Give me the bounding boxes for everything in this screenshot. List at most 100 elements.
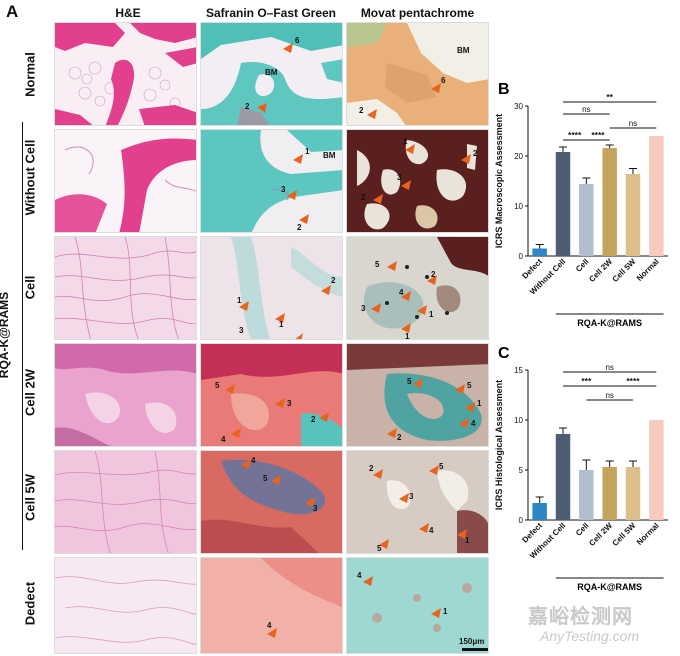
annotation-label: 5 bbox=[377, 544, 382, 553]
chart-c: C ICRS Histological Assessment 0 5 10 15 Defec… bbox=[492, 340, 678, 602]
y-tick-label: 0 bbox=[519, 252, 524, 261]
annotation-label: 4 bbox=[357, 571, 362, 580]
group-label-a: RQA-K@RAMS bbox=[0, 291, 11, 379]
annotation-label: 4 bbox=[399, 288, 404, 297]
annotation-label: 3 bbox=[313, 504, 318, 513]
y-tick-label: 30 bbox=[514, 102, 523, 111]
annotation-label: 1 bbox=[405, 332, 410, 340]
annotation-label: 6 bbox=[441, 76, 446, 85]
micrograph-without-cell-he bbox=[54, 129, 197, 233]
annotation-label: 4 bbox=[221, 435, 226, 444]
row-label-cell-5w: Cell 5W bbox=[22, 474, 38, 521]
bar-normal bbox=[649, 136, 664, 256]
annotation-label: 1 bbox=[443, 607, 448, 616]
row-label-normal: Normal bbox=[22, 52, 38, 97]
annotation-label: 1 bbox=[429, 310, 434, 319]
annotation-label: 1 bbox=[477, 399, 482, 408]
x-tick-label: Cell bbox=[574, 521, 591, 538]
annotation-label: 4 bbox=[251, 456, 256, 465]
y-tick-label: 10 bbox=[514, 416, 523, 425]
micrograph-cell5w-movat: 2 3 5 4 1 5 bbox=[346, 450, 489, 554]
annotation-label: 1 bbox=[237, 296, 242, 305]
micrograph-cell5w-safranin: 4 5 3 bbox=[200, 450, 343, 554]
annotation-label: 3 bbox=[361, 304, 366, 313]
x-tick-label: Normal bbox=[635, 257, 661, 283]
bar-normal bbox=[649, 420, 664, 520]
annotation-label: 3 bbox=[287, 399, 292, 408]
group-bracket bbox=[22, 122, 23, 550]
significance-label: ns bbox=[605, 391, 613, 400]
y-tick-label: 0 bbox=[519, 516, 524, 525]
annotation-label: 1 bbox=[465, 536, 470, 545]
group-label: RQA-K@RAMS bbox=[577, 582, 642, 592]
bar-cell-5w bbox=[625, 174, 641, 256]
annotation-label: 3 bbox=[281, 185, 286, 194]
annotation-label: 4 bbox=[429, 526, 434, 535]
micrograph-cell5w-he bbox=[54, 450, 197, 554]
y-axis-title: ICRS Macroscopic Assessment bbox=[494, 114, 504, 248]
annotation-label: 2 bbox=[431, 270, 436, 279]
annotation-label: 1 bbox=[279, 320, 284, 329]
row-label-without-cell: Without Cell bbox=[22, 139, 38, 216]
annotation-label: 5 bbox=[407, 377, 412, 386]
annotation-label: 5 bbox=[375, 260, 380, 269]
annotation-label: 5 bbox=[467, 381, 472, 390]
scale-bar-label: 150μm bbox=[459, 637, 485, 646]
panel-letter-b: B bbox=[498, 81, 510, 98]
x-tick-label: Cell 2W bbox=[587, 521, 614, 548]
micrograph-normal-he bbox=[54, 22, 197, 126]
annotation-label: 2 bbox=[297, 223, 302, 232]
micrograph-without-cell-safranin: 1 BM 3 2 bbox=[200, 129, 343, 233]
annotation-label: BM bbox=[323, 151, 336, 160]
annotation-label: 3 bbox=[397, 173, 402, 182]
bar-cell-2w bbox=[602, 148, 617, 256]
group-label: RQA-K@RAMS bbox=[577, 318, 642, 328]
bar-defect bbox=[532, 248, 547, 256]
annotation-label: 2 bbox=[397, 433, 402, 442]
bar-without-cell bbox=[555, 434, 571, 520]
y-tick-label: 15 bbox=[514, 366, 523, 375]
significance-label: **** bbox=[568, 130, 582, 140]
row-label-dedect: Dedect bbox=[22, 581, 38, 626]
panel-a-letter: A bbox=[6, 2, 19, 21]
y-tick-label: 10 bbox=[514, 202, 523, 211]
bar-defect bbox=[532, 503, 547, 520]
bar-cell bbox=[579, 184, 594, 256]
annotation-label: 5 bbox=[215, 381, 220, 390]
micrograph-cell2w-safranin: 5 3 2 4 bbox=[200, 343, 343, 447]
annotation-label: 1 bbox=[403, 137, 408, 146]
annotation-label: 3 bbox=[239, 326, 244, 335]
micrograph-cell-safranin: 2 1 3 1 bbox=[200, 236, 343, 340]
annotation-label: 2 bbox=[359, 106, 364, 115]
significance-label: **** bbox=[591, 130, 605, 140]
y-tick-label: 20 bbox=[514, 152, 523, 161]
bar-cell-5w bbox=[625, 467, 641, 520]
significance-label: **** bbox=[626, 376, 640, 386]
micrograph-grid: 6 BM 2 BM 6 2 bbox=[54, 22, 490, 654]
bar-cell bbox=[579, 470, 594, 520]
annotation-label: 5 bbox=[263, 474, 268, 483]
micrograph-dedect-safranin: 4 bbox=[200, 557, 343, 654]
row-label-cell: Cell bbox=[22, 275, 38, 300]
panel-letter-c: C bbox=[498, 345, 510, 362]
watermark-line2: AnyTesting.com bbox=[540, 628, 640, 644]
annotation-label: 4 bbox=[267, 621, 272, 630]
y-tick-label: 5 bbox=[519, 466, 524, 475]
significance-label: ns bbox=[582, 105, 590, 114]
x-tick-label: Normal bbox=[635, 521, 661, 547]
significance-label: ** bbox=[606, 92, 613, 102]
bar-cell-2w bbox=[602, 467, 617, 520]
annotation-label: 2 bbox=[245, 102, 250, 111]
annotation-label: 2 bbox=[311, 415, 316, 424]
x-tick-label: Cell 2W bbox=[587, 257, 614, 284]
significance-label: ns bbox=[605, 363, 613, 372]
annotation-label: 2 bbox=[331, 276, 336, 285]
micrograph-dedect-he bbox=[54, 557, 197, 654]
significance-label: ns bbox=[629, 119, 637, 128]
x-tick-label: Cell bbox=[574, 257, 591, 274]
x-tick-label: Cell 5W bbox=[611, 257, 638, 284]
row-label-cell-2w: Cell 2W bbox=[22, 369, 38, 416]
watermark-line1: 嘉峪检测网 bbox=[528, 606, 633, 628]
